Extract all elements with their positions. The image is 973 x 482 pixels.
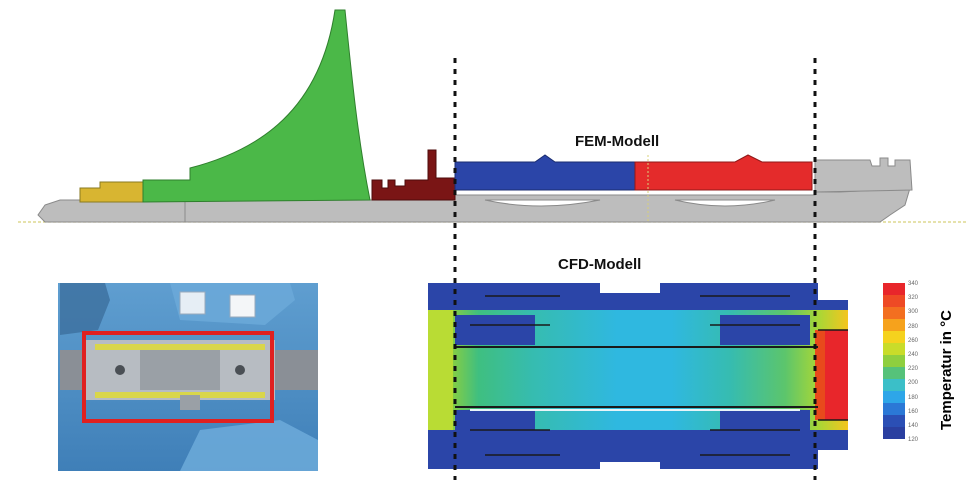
colorbar-tick-label: 160 xyxy=(908,408,919,415)
colorbar-tick-label: 220 xyxy=(908,366,919,373)
colorbar-tick-label: 300 xyxy=(908,309,919,316)
colorbar-tick-label: 340 xyxy=(908,281,919,287)
colorbar-segment xyxy=(883,355,905,367)
colorbar-segment xyxy=(883,343,905,355)
colorbar-segment xyxy=(883,307,905,319)
fem-model-diagram xyxy=(37,9,913,223)
bearing-photo xyxy=(58,283,318,471)
fem-model-label: FEM-Modell xyxy=(575,133,660,150)
compressor-wheel-green xyxy=(142,9,371,203)
colorbar-segment xyxy=(883,415,905,427)
colorbar-segment xyxy=(883,367,905,379)
fem-red-bearing xyxy=(634,154,813,191)
colorbar-tick-label: 180 xyxy=(908,394,919,401)
colorbar-segment xyxy=(883,391,905,403)
fem-blue-bearing xyxy=(454,154,636,191)
colorbar-segment xyxy=(883,379,905,391)
colorbar-segment xyxy=(883,427,905,439)
colorbar-segment xyxy=(883,331,905,343)
colorbar-tick-label: 240 xyxy=(908,352,919,358)
colorbar-segment xyxy=(883,283,905,295)
colorbar-tick-label: 320 xyxy=(908,295,919,302)
colorbar-tick-label: 140 xyxy=(908,423,919,429)
colorbar-tick-label: 200 xyxy=(908,380,919,387)
darkred-part xyxy=(371,149,456,201)
colorbar-segment xyxy=(883,295,905,307)
colorbar-segment xyxy=(883,319,905,331)
yellow-part xyxy=(79,181,144,203)
right-housing xyxy=(814,157,913,193)
photo-highlight-box xyxy=(82,331,274,423)
cfd-model-diagram xyxy=(428,283,848,472)
colorbar-tick-label: 120 xyxy=(908,437,919,444)
fem-shaft-cavity-2 xyxy=(674,199,776,207)
colorbar-segment xyxy=(883,403,905,415)
colorbar-tick-label: 280 xyxy=(908,323,919,330)
cfd-model-label: CFD-Modell xyxy=(558,256,642,273)
colorbar-ticks: 340 320 300 280 260 240 220 200 180 160 140 120 xyxy=(908,281,930,445)
temperature-colorbar xyxy=(883,283,905,439)
fem-shaft-cavity-1 xyxy=(484,199,601,207)
colorbar-tick-label: 260 xyxy=(908,337,919,344)
colorbar-axis-label: Temperatur in °C xyxy=(938,310,955,430)
